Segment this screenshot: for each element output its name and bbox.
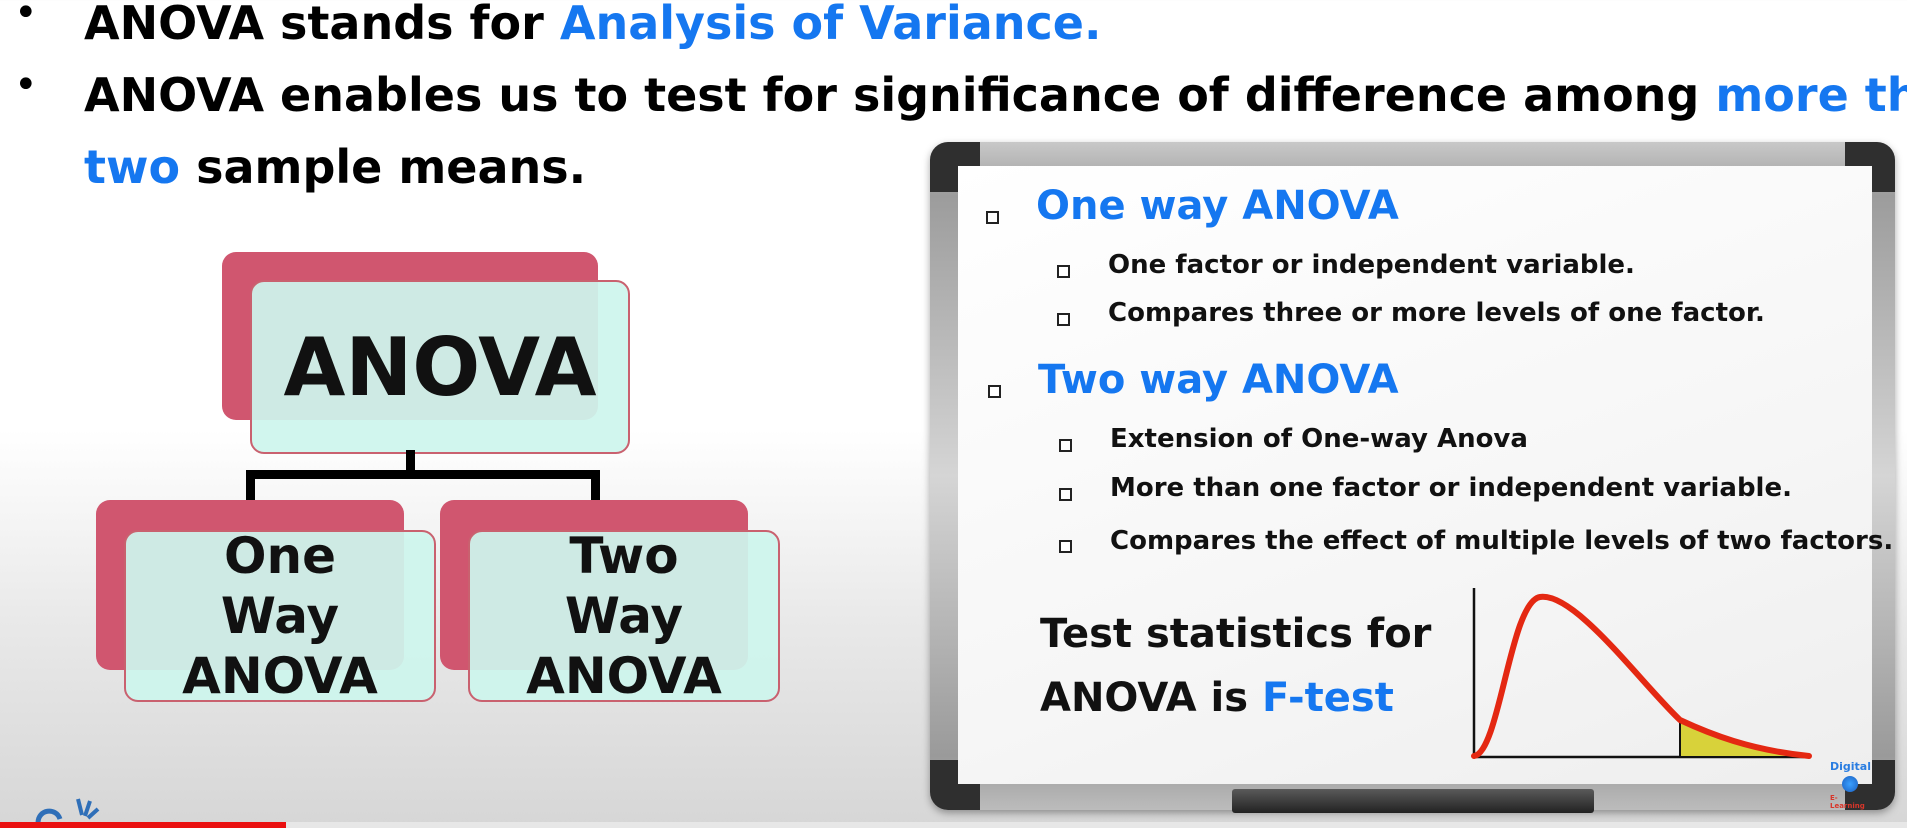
bullet-line-2: ANOVA enables us to test for significanc… — [84, 59, 1907, 131]
f-curve — [1471, 593, 1812, 759]
connector-right — [591, 470, 600, 500]
marker-tray — [1232, 789, 1594, 813]
bullet-line-3: two sample means. — [84, 131, 586, 203]
bullet-2-highlight: more than — [1715, 68, 1907, 122]
square-bullet-icon — [1057, 265, 1070, 278]
square-bullet-icon — [986, 211, 999, 224]
connector-bar — [246, 470, 600, 479]
whiteboard-surface — [958, 166, 1872, 784]
f-distribution-curve-illustration — [1471, 588, 1812, 759]
bullet-line-1: ANOVA stands for Analysis of Variance. — [84, 0, 1101, 59]
two-way-item-2: More than one factor or independent vari… — [1110, 473, 1792, 503]
corner-logo-icon — [35, 798, 100, 824]
video-progress-fill — [0, 822, 286, 828]
bullet-dot: • — [14, 0, 38, 36]
test-statistics-line-2: ANOVA is F-test — [1040, 666, 1394, 730]
two-way-item-1: Extension of One-way Anova — [1110, 424, 1528, 454]
root-box: ANOVA — [250, 280, 630, 454]
two-way-heading: Two way ANOVA — [1038, 357, 1399, 403]
connector-left — [246, 470, 255, 500]
bullet-1-text: ANOVA stands for — [84, 0, 560, 50]
bullet-3-text: sample means. — [180, 140, 587, 194]
f-test-highlight: F-test — [1261, 675, 1394, 721]
two-way-box: Two Way ANOVA — [468, 527, 780, 705]
logo-mark-top: Digital — [1830, 760, 1871, 773]
channel-logo: Digital E-Learning — [1830, 760, 1871, 810]
two-way-item-3: Compares the effect of multiple levels o… — [1110, 526, 1894, 556]
test-statistics-line-1: Test statistics for — [1040, 611, 1432, 657]
one-way-box: One Way ANOVA — [124, 527, 436, 705]
two-way-label: Two Way ANOVA — [526, 527, 722, 705]
root-label: ANOVA — [283, 320, 597, 414]
bullet-1-highlight: Analysis of Variance. — [559, 0, 1102, 50]
bullet-2-text: ANOVA enables us to test for significanc… — [84, 68, 1716, 122]
square-bullet-icon — [1057, 313, 1070, 326]
bullet-3-highlight: two — [84, 140, 181, 194]
connector-stem — [406, 450, 415, 478]
one-way-label: One Way ANOVA — [182, 527, 378, 705]
square-bullet-icon — [988, 385, 1001, 398]
video-progress-track[interactable] — [0, 822, 1907, 828]
square-bullet-icon — [1059, 439, 1072, 452]
square-bullet-icon — [1059, 488, 1072, 501]
one-way-item-1: One factor or independent variable. — [1108, 250, 1635, 280]
test-statistics-prefix: ANOVA is — [1040, 675, 1262, 721]
square-bullet-icon — [1059, 540, 1072, 553]
globe-icon — [1842, 776, 1858, 792]
logo-mark-bottom: E-Learning — [1830, 794, 1865, 810]
one-way-item-2: Compares three or more levels of one fac… — [1108, 298, 1765, 328]
one-way-heading: One way ANOVA — [1036, 183, 1399, 229]
bullet-dot: • — [14, 62, 38, 108]
